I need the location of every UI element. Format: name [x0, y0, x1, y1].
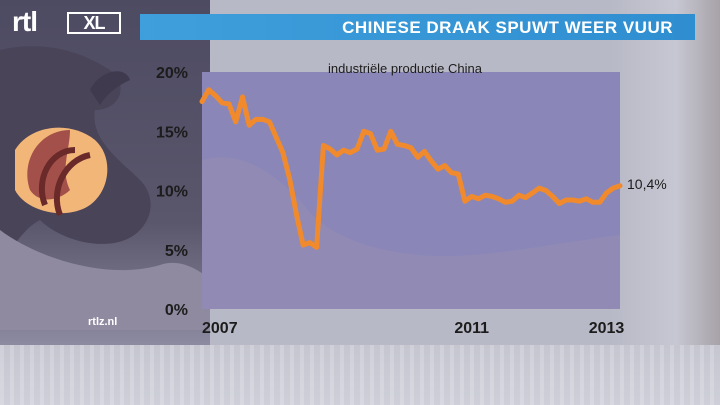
- page-title: CHINESE DRAAK SPUWT WEER VUUR: [342, 18, 673, 37]
- series-line: [199, 87, 623, 250]
- logo-xl-box: XL: [67, 12, 121, 34]
- bottom-background-pattern: [0, 345, 720, 405]
- y-tick-label: 20%: [156, 65, 188, 82]
- plot-area: [202, 72, 620, 309]
- logo-rtl-text: rtl: [12, 6, 38, 37]
- title-bar: CHINESE DRAAK SPUWT WEER VUUR: [140, 14, 695, 40]
- y-tick-label: 15%: [156, 124, 188, 141]
- y-tick-label: 0%: [165, 302, 188, 319]
- end-value-label: 10,4%: [627, 176, 667, 192]
- x-tick-label: 2013: [589, 320, 625, 337]
- watermark: rtlz.nl: [88, 316, 118, 328]
- y-tick-label: 10%: [156, 184, 188, 201]
- bottom-background: [0, 345, 720, 405]
- y-tick-label: 5%: [165, 243, 188, 260]
- dragon-illustration-icon: [0, 46, 210, 330]
- brand-logo: rtl XL: [12, 8, 127, 36]
- x-tick-label: 2007: [202, 320, 238, 337]
- x-tick-label: 2011: [454, 320, 489, 337]
- logo-xl-text: XL: [83, 13, 105, 33]
- right-background: [610, 0, 720, 405]
- chart-title: industriële productie China: [328, 61, 483, 76]
